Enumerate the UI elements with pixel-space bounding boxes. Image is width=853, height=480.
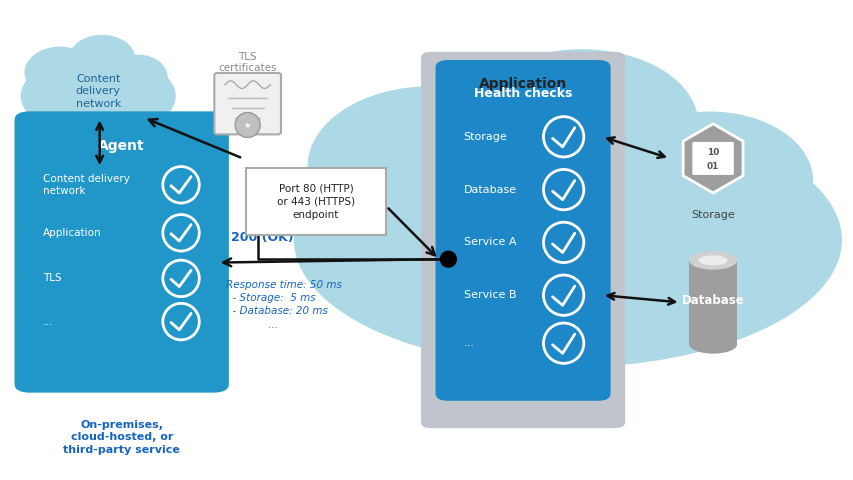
Text: Application: Application xyxy=(43,228,102,238)
Ellipse shape xyxy=(308,87,554,245)
Ellipse shape xyxy=(688,335,736,354)
Ellipse shape xyxy=(163,215,199,251)
Text: TLS
certificates: TLS certificates xyxy=(218,51,276,73)
Ellipse shape xyxy=(688,251,736,270)
Text: Agent: Agent xyxy=(98,139,145,154)
Text: Storage: Storage xyxy=(690,210,734,219)
Text: On-premises,
cloud-hosted, or
third-party service: On-premises, cloud-hosted, or third-part… xyxy=(63,420,180,455)
Text: Database: Database xyxy=(681,293,744,307)
Ellipse shape xyxy=(69,36,135,83)
Ellipse shape xyxy=(543,222,583,263)
FancyBboxPatch shape xyxy=(214,73,281,134)
Text: Content
delivery
network: Content delivery network xyxy=(75,74,121,108)
FancyBboxPatch shape xyxy=(246,168,386,235)
Ellipse shape xyxy=(109,55,167,99)
Ellipse shape xyxy=(235,112,260,137)
Ellipse shape xyxy=(465,50,697,198)
Text: Health checks: Health checks xyxy=(473,87,572,100)
FancyBboxPatch shape xyxy=(435,60,610,401)
Ellipse shape xyxy=(26,47,95,97)
Ellipse shape xyxy=(163,303,199,340)
Ellipse shape xyxy=(95,87,156,125)
Text: Service A: Service A xyxy=(463,238,515,247)
Text: ★: ★ xyxy=(244,120,251,130)
Text: Application: Application xyxy=(479,77,566,91)
Text: 200 (OK): 200 (OK) xyxy=(230,231,293,244)
Ellipse shape xyxy=(543,169,583,210)
Ellipse shape xyxy=(21,56,175,136)
Ellipse shape xyxy=(294,113,840,367)
Text: Response time: 50 ms
  - Storage:  5 ms
  - Database: 20 ms
             ...: Response time: 50 ms - Storage: 5 ms - D… xyxy=(226,280,342,330)
FancyBboxPatch shape xyxy=(15,111,229,393)
FancyBboxPatch shape xyxy=(692,142,733,175)
Text: ...: ... xyxy=(463,338,474,348)
Ellipse shape xyxy=(698,255,727,265)
Ellipse shape xyxy=(41,87,102,125)
Text: Content delivery
network: Content delivery network xyxy=(43,174,130,196)
Text: Port 80 (HTTP)
or 443 (HTTPS)
endpoint: Port 80 (HTTP) or 443 (HTTPS) endpoint xyxy=(276,183,355,220)
Ellipse shape xyxy=(543,117,583,157)
Ellipse shape xyxy=(439,251,456,268)
Text: TLS: TLS xyxy=(43,274,61,283)
Polygon shape xyxy=(682,124,742,193)
Ellipse shape xyxy=(363,214,581,330)
Ellipse shape xyxy=(554,214,772,330)
Ellipse shape xyxy=(163,167,199,203)
Text: 10: 10 xyxy=(706,148,718,156)
Ellipse shape xyxy=(606,112,811,250)
Ellipse shape xyxy=(163,260,199,297)
Ellipse shape xyxy=(543,275,583,315)
Polygon shape xyxy=(688,260,736,345)
Text: Storage: Storage xyxy=(463,132,507,142)
FancyBboxPatch shape xyxy=(421,52,624,428)
Text: Service B: Service B xyxy=(463,290,515,300)
Text: 01: 01 xyxy=(706,161,718,170)
Text: Database: Database xyxy=(463,185,516,194)
Text: ...: ... xyxy=(43,317,53,326)
Ellipse shape xyxy=(543,323,583,363)
